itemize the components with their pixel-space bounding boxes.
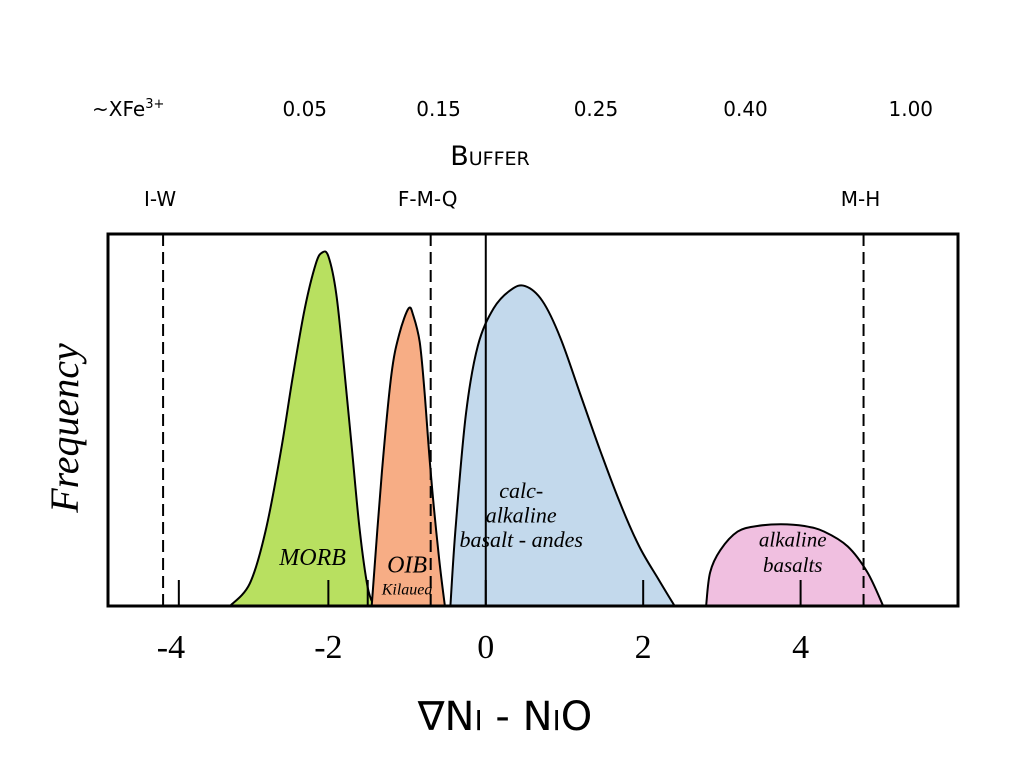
buffer-label-m-h: M-H bbox=[841, 187, 881, 211]
label-calc-alkaline-basalt-andes-line-3: basalt - andes bbox=[459, 527, 582, 552]
axis-ticks bbox=[177, 580, 802, 606]
top-tick-label: 0.40 bbox=[723, 97, 768, 121]
area-calc-alkaline-basalt-andes bbox=[449, 284, 677, 607]
distribution-areas bbox=[227, 250, 885, 607]
y-axis-label: Frequency bbox=[42, 343, 87, 514]
label-oib: OIB bbox=[387, 553, 427, 579]
area-alkaline-basalts bbox=[704, 523, 885, 607]
label-calc-alkaline-basalt-andes-line-2: alkaline bbox=[486, 503, 557, 528]
top-axis: ~XFe3+ 0.05 0.15 0.25 0.40 1.00 bbox=[92, 97, 933, 121]
label-oib-sub: Kilauea bbox=[381, 582, 433, 599]
top-tick-label: 0.15 bbox=[416, 97, 461, 121]
plot-frame bbox=[106, 232, 960, 608]
x-tick-label: 2 bbox=[635, 629, 652, 666]
top-axis-label: ~XFe3+ bbox=[92, 97, 164, 121]
top-axis-ticks: 0.05 0.15 0.25 0.40 1.00 bbox=[282, 97, 933, 121]
top-tick-label: 1.00 bbox=[889, 97, 934, 121]
x-axis-label-text: ∇Ni - NiO bbox=[417, 694, 592, 740]
x-tick-label: 0 bbox=[477, 629, 494, 666]
x-tick-labels: -4 -2 0 2 4 bbox=[157, 629, 809, 666]
top-tick-label: 0.25 bbox=[574, 97, 619, 121]
top-axis-label-sup: 3+ bbox=[145, 97, 164, 112]
x-tick-label: 4 bbox=[792, 629, 809, 666]
area-morb bbox=[227, 250, 376, 607]
label-alkaline-basalts-line-1: alkaline bbox=[759, 527, 827, 551]
area-oib bbox=[370, 306, 447, 607]
x-tick-label: -2 bbox=[314, 629, 342, 666]
top-tick-label: 0.05 bbox=[282, 97, 327, 121]
buffer-labels: I-W F-M-Q M-H bbox=[144, 187, 880, 211]
x-tick-label: -4 bbox=[157, 629, 185, 666]
buffer-label-i-w: I-W bbox=[144, 187, 176, 211]
label-alkaline-basalts-line-2: basalts bbox=[763, 553, 823, 577]
buffer-header: Buffer bbox=[450, 141, 530, 172]
buffer-label-f-m-q: F-M-Q bbox=[398, 187, 458, 211]
x-axis-label: ∇Ni - NiO bbox=[417, 694, 592, 740]
label-morb: MORB bbox=[278, 545, 346, 571]
reference-lines bbox=[162, 234, 865, 606]
label-calc-alkaline-basalt-andes-line-1: calc- bbox=[499, 478, 543, 503]
